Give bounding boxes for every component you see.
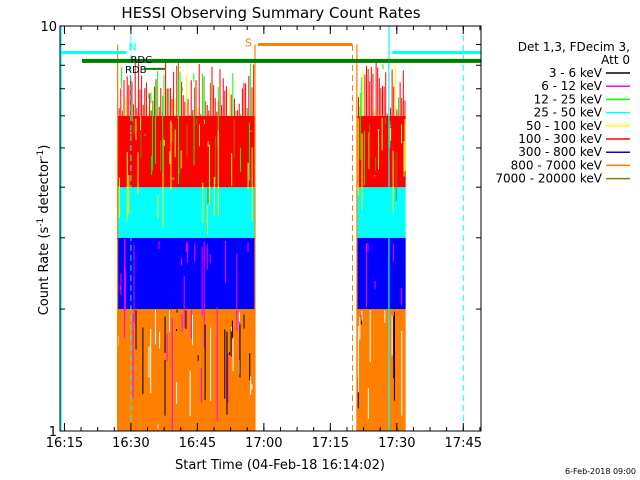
data-segment-1 [356,59,406,431]
band-2 [356,187,406,238]
rdc-label: RDC [130,55,152,66]
data-layer [117,59,406,431]
night-bar-0 [60,51,127,55]
saa-bar [257,43,353,47]
band-0 [356,309,406,431]
legend-label-2: 12 - 25 keV [534,92,603,106]
legend-label-4: 50 - 100 keV [526,119,603,133]
x-tick-label-2: 16:45 [179,436,216,451]
band-3 [356,115,406,188]
band-1 [356,237,406,310]
legend-label-8: 7000 - 20000 keV [495,172,602,186]
chart-title: HESSI Observing Summary Count Rates [121,4,420,22]
y-tick-label-0: 1 [49,425,57,440]
legend-label-6: 300 - 800 keV [518,145,602,159]
x-tick-label-4: 17:15 [312,436,349,451]
legend-header-line-2: Att 0 [601,53,630,67]
rdb-label: RDB [125,65,147,76]
y-tick-label-1: 10 [40,20,57,35]
data-segment-0 [117,60,255,431]
legend-label-3: 25 - 50 keV [534,106,603,120]
saa-label: S [245,37,252,50]
legend-label-5: 100 - 300 keV [518,132,602,146]
legend-label-7: 800 - 7000 keV [511,158,603,172]
night-bar-1 [392,51,481,55]
x-tick-label-1: 16:30 [112,436,149,451]
green-flag-bar [82,58,481,63]
x-tick-label-0: 16:15 [46,436,83,451]
x-tick-label-5: 17:30 [378,436,415,451]
legend-label-1: 6 - 12 keV [541,79,603,93]
band-2 [117,187,255,238]
x-axis-label: Start Time (04-Feb-18 16:14:02) [175,458,385,473]
axis-layer: 16:15 16:30 16:45 17:00 17:15 17:30 17:45 1 10 [40,20,482,451]
legend-label-0: 3 - 6 keV [549,66,603,80]
legend-header-line-1: Det 1,3, FDecim 3, [518,40,630,54]
x-tick-label-6: 17:45 [445,436,482,451]
plot-frame [59,25,482,432]
y-axis-label: Count Rate (s-1 detector-1) [36,145,52,316]
footer-timestamp: 6-Feb-2018 09:00 [565,467,636,476]
night-label: N [128,41,136,54]
x-tick-label-3: 17:00 [245,436,282,451]
